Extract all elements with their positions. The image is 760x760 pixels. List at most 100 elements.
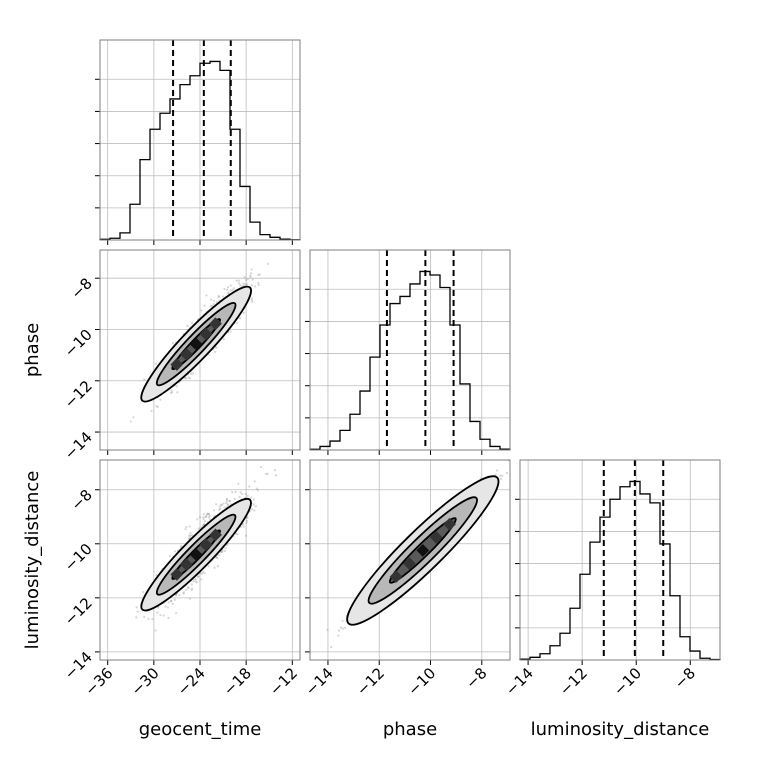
scatter-point (203, 305, 205, 307)
scatter-point (247, 278, 249, 280)
scatter-point (240, 491, 242, 493)
scatter-point (218, 296, 220, 298)
scatter-point (215, 503, 217, 505)
scatter-point (172, 603, 174, 605)
scatter-point (213, 509, 215, 511)
scatter-point (255, 505, 257, 507)
scatter-point (150, 410, 152, 412)
scatter-point (196, 518, 198, 520)
scatter-point (130, 420, 132, 422)
x-tick-label: −24 (174, 664, 209, 699)
scatter-point (330, 646, 332, 648)
x-tick-label: −14 (302, 664, 337, 699)
scatter-point (159, 399, 161, 401)
scatter-point (226, 498, 228, 500)
scatter-luminosity-distance-vs-geocent-time: −36 −30 −24 −18 −12−14−12−10−8 (61, 460, 301, 699)
scatter-point (213, 300, 215, 302)
scatter-point (156, 612, 158, 614)
scatter-point (183, 591, 185, 593)
y-axis-label-luminosity-distance: luminosity_distance (22, 471, 43, 650)
scatter-point (155, 629, 157, 631)
scatter-luminosity-distance-vs-phase: −14 −12 −10 −8 (302, 459, 511, 699)
scatter-point (251, 508, 253, 510)
x-axis-label-phase: phase (383, 719, 437, 740)
scatter-point (223, 506, 225, 508)
scatter-point (242, 282, 244, 284)
scatter-point (234, 498, 236, 500)
scatter-point (253, 498, 255, 500)
scatter-point (167, 606, 169, 608)
scatter-point (238, 282, 240, 284)
scatter-point (256, 487, 258, 489)
scatter-point (202, 571, 204, 573)
scatter-point (246, 517, 248, 519)
scatter-point (227, 292, 229, 294)
scatter-point (185, 377, 187, 379)
scatter-point (227, 503, 229, 505)
scatter-point (205, 294, 207, 296)
scatter-point (170, 600, 172, 602)
scatter-point (236, 322, 238, 324)
scatter-point (172, 342, 174, 344)
scatter-point (258, 284, 260, 286)
scatter-point (186, 325, 188, 327)
scatter-point (200, 578, 202, 580)
scatter-point (241, 493, 243, 495)
scatter-point (253, 503, 255, 505)
scatter-point (213, 303, 215, 305)
scatter-point (170, 389, 172, 391)
x-axis-label-luminosity-distance: luminosity_distance (531, 719, 710, 740)
x-tick-label: −10 (610, 664, 645, 699)
scatter-point (147, 618, 149, 620)
scatter-point (253, 509, 255, 511)
panel-frame (310, 250, 510, 450)
scatter-point (250, 272, 252, 274)
scatter-point (223, 288, 225, 290)
scatter-point (213, 567, 215, 569)
y-tick-label: −12 (61, 594, 96, 629)
y-tick-label: −12 (61, 377, 96, 412)
scatter-point (245, 279, 247, 281)
scatter-point (337, 634, 339, 636)
scatter-point (137, 610, 139, 612)
scatter-point (238, 279, 240, 281)
scatter-point (260, 466, 262, 468)
scatter-point (234, 491, 236, 493)
scatter-point (204, 520, 206, 522)
scatter-point (250, 496, 252, 498)
scatter-point (143, 616, 145, 618)
scatter-point (159, 614, 161, 616)
x-tick-label: −30 (128, 664, 163, 699)
scatter-point (215, 347, 217, 349)
scatter-point (199, 516, 201, 518)
scatter-point (175, 612, 177, 614)
scatter-point (344, 627, 346, 629)
scatter-point (188, 525, 190, 527)
scatter-point (231, 289, 233, 291)
scatter-point (167, 617, 169, 619)
scatter-point (191, 322, 193, 324)
scatter-point (248, 485, 250, 487)
scatter-point (326, 629, 328, 631)
x-axis-label-geocent-time: geocent_time (139, 719, 262, 740)
scatter-point (231, 491, 233, 493)
scatter-point (203, 513, 205, 515)
scatter-point (185, 589, 187, 591)
scatter-point (252, 278, 254, 280)
scatter-point (135, 616, 137, 618)
scatter-point (189, 532, 191, 534)
scatter-point (236, 533, 238, 535)
scatter-point (239, 496, 241, 498)
scatter-point (136, 606, 138, 608)
scatter-point (192, 580, 194, 582)
scatter-point (208, 565, 210, 567)
scatter-point (223, 338, 225, 340)
scatter-point (257, 282, 259, 284)
scatter-point (254, 285, 256, 287)
scatter-point (151, 618, 153, 620)
scatter-point (499, 475, 501, 477)
scatter-point (228, 500, 230, 502)
scatter-point (180, 545, 182, 547)
scatter-point (233, 287, 235, 289)
